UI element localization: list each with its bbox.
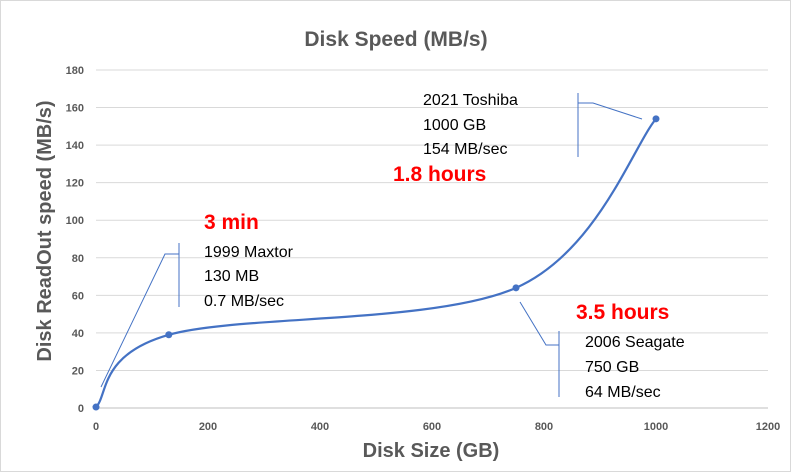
x-tick-label: 400 — [311, 421, 329, 433]
x-tick-label: 200 — [199, 421, 217, 433]
x-tick-label: 800 — [535, 421, 553, 433]
annotation-line: 130 MB — [204, 268, 259, 285]
x-axis-title: Disk Size (GB) — [363, 440, 500, 462]
leader-line-maxtor — [100, 243, 180, 388]
x-tick-label: 1000 — [644, 421, 668, 433]
data-point — [92, 403, 100, 411]
leader-line-seagate — [519, 301, 560, 397]
y-tick-label: 80 — [72, 253, 84, 265]
x-tick-labels: 0 200 400 600 800 1000 1200 — [93, 421, 780, 433]
time-label-seagate: 3.5 hours — [576, 301, 669, 324]
annotation-line: 2021 Toshiba — [423, 92, 518, 109]
annotation-line: 750 GB — [585, 359, 639, 376]
annotation-leaders — [100, 93, 643, 397]
data-point — [512, 284, 520, 292]
x-tick-label: 600 — [423, 421, 441, 433]
x-tick-label: 1200 — [756, 421, 780, 433]
y-tick-labels: 0 20 40 60 80 100 120 140 160 180 — [66, 65, 84, 415]
leader-line-toshiba — [577, 93, 643, 157]
data-point — [165, 331, 173, 339]
y-tick-label: 40 — [72, 328, 84, 340]
y-tick-label: 160 — [66, 103, 84, 115]
annotation-seagate: 3.5 hours 2006 Seagate 750 GB 64 MB/sec — [576, 301, 685, 401]
annotation-line: 1999 Maxtor — [204, 244, 294, 261]
y-tick-label: 0 — [78, 403, 84, 415]
y-tick-label: 20 — [72, 365, 84, 377]
y-tick-label: 120 — [66, 178, 84, 190]
y-axis-title: Disk ReadOut speed (MB/s) — [34, 100, 56, 361]
chart-title: Disk Speed (MB/s) — [304, 28, 487, 51]
data-points — [92, 115, 660, 411]
y-tick-label: 100 — [66, 215, 84, 227]
gridlines — [96, 69, 768, 371]
annotation-line: 1000 GB — [423, 117, 486, 134]
annotation-line: 2006 Seagate — [585, 334, 685, 351]
annotation-line: 0.7 MB/sec — [204, 293, 284, 310]
annotation-maxtor: 3 min 1999 Maxtor 130 MB 0.7 MB/sec — [204, 211, 294, 310]
time-label-toshiba: 1.8 hours — [393, 163, 486, 186]
annotation-line: 64 MB/sec — [585, 384, 661, 401]
y-tick-label: 60 — [72, 290, 84, 302]
annotation-line: 154 MB/sec — [423, 141, 507, 158]
y-tick-label: 140 — [66, 140, 84, 152]
time-label-maxtor: 3 min — [204, 211, 259, 234]
y-tick-label: 180 — [66, 65, 84, 77]
data-point — [652, 115, 660, 123]
annotation-toshiba: 2021 Toshiba 1000 GB 154 MB/sec 1.8 hour… — [393, 92, 518, 186]
x-tick-label: 0 — [93, 421, 99, 433]
series-line — [95, 118, 657, 408]
